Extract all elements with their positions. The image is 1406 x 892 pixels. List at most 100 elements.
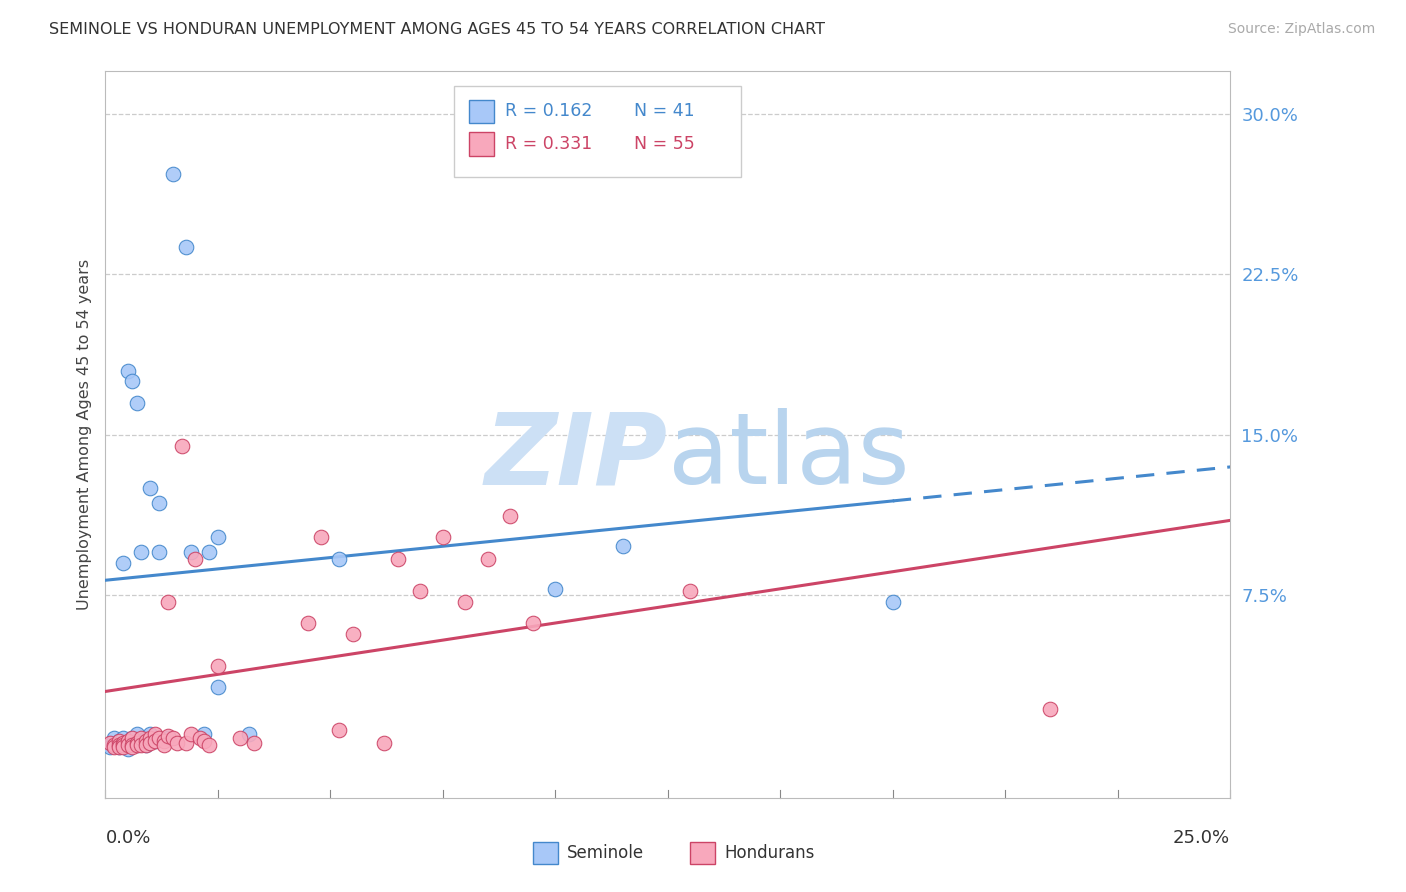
Point: [108, 733, 131, 747]
Point: [387, 552, 409, 566]
Point: [157, 729, 180, 743]
Point: [117, 738, 139, 752]
Point: [207, 531, 229, 545]
Point: [117, 742, 139, 756]
FancyBboxPatch shape: [454, 86, 741, 177]
Point: [180, 545, 202, 559]
Point: [125, 396, 148, 410]
Point: [131, 733, 153, 747]
Point: [117, 364, 139, 378]
Point: [297, 615, 319, 630]
Point: [162, 167, 184, 181]
Text: Source: ZipAtlas.com: Source: ZipAtlas.com: [1227, 22, 1375, 37]
Point: [162, 731, 184, 746]
Point: [153, 738, 176, 752]
Point: [135, 738, 157, 752]
Point: [131, 731, 153, 746]
Point: [679, 583, 702, 598]
Point: [112, 738, 135, 752]
Point: [499, 509, 522, 524]
Point: [135, 733, 157, 747]
Point: [125, 738, 148, 752]
Point: [131, 545, 153, 559]
Point: [409, 583, 432, 598]
Point: [112, 738, 135, 752]
Point: [153, 733, 176, 747]
Point: [238, 727, 260, 741]
Point: [432, 531, 454, 545]
Point: [180, 727, 202, 741]
Point: [112, 736, 135, 750]
Text: atlas: atlas: [668, 409, 910, 505]
Point: [108, 738, 131, 752]
Point: [148, 731, 170, 746]
Point: [143, 733, 166, 747]
Point: [207, 680, 229, 694]
Point: [544, 582, 567, 596]
Point: [477, 552, 499, 566]
Point: [139, 731, 162, 746]
Point: [188, 731, 211, 746]
Point: [328, 723, 350, 737]
Point: [139, 481, 162, 495]
Point: [108, 736, 131, 750]
Point: [198, 545, 221, 559]
Point: [112, 739, 135, 754]
Point: [170, 438, 193, 452]
Point: [121, 739, 143, 754]
Point: [103, 731, 125, 746]
Point: [117, 733, 139, 747]
Point: [98, 738, 121, 752]
FancyBboxPatch shape: [468, 132, 494, 156]
Point: [311, 531, 333, 545]
Point: [176, 240, 198, 254]
Point: [108, 733, 131, 747]
Point: [121, 736, 143, 750]
Point: [103, 739, 125, 754]
Text: N = 41: N = 41: [634, 103, 695, 120]
Point: [176, 736, 198, 750]
Text: SEMINOLE VS HONDURAN UNEMPLOYMENT AMONG AGES 45 TO 54 YEARS CORRELATION CHART: SEMINOLE VS HONDURAN UNEMPLOYMENT AMONG …: [49, 22, 825, 37]
Point: [612, 539, 634, 553]
Point: [157, 594, 180, 608]
Point: [243, 736, 266, 750]
Point: [184, 552, 207, 566]
Text: R = 0.162: R = 0.162: [505, 103, 592, 120]
Text: R = 0.331: R = 0.331: [505, 135, 592, 153]
Point: [103, 738, 125, 752]
Point: [328, 552, 350, 566]
Point: [121, 731, 143, 746]
Point: [112, 731, 135, 746]
Point: [125, 736, 148, 750]
Point: [121, 731, 143, 746]
Point: [131, 738, 153, 752]
Point: [198, 738, 221, 752]
Point: [207, 658, 229, 673]
Text: 0.0%: 0.0%: [105, 829, 150, 847]
Point: [112, 556, 135, 570]
Point: [103, 738, 125, 752]
Point: [108, 739, 131, 754]
Point: [148, 545, 170, 559]
Point: [193, 733, 215, 747]
Point: [121, 738, 143, 752]
Text: ZIP: ZIP: [485, 409, 668, 505]
Point: [117, 738, 139, 752]
Point: [135, 738, 157, 752]
Y-axis label: Unemployment Among Ages 45 to 54 years: Unemployment Among Ages 45 to 54 years: [76, 260, 91, 610]
Point: [342, 626, 364, 640]
Text: 25.0%: 25.0%: [1173, 829, 1230, 847]
Point: [148, 496, 170, 510]
Point: [157, 731, 180, 746]
FancyBboxPatch shape: [468, 100, 494, 123]
Point: [98, 739, 121, 754]
Point: [139, 736, 162, 750]
Point: [121, 375, 143, 389]
Point: [1039, 701, 1062, 715]
Point: [125, 738, 148, 752]
FancyBboxPatch shape: [690, 842, 716, 863]
Point: [108, 739, 131, 754]
Point: [522, 615, 544, 630]
Point: [143, 727, 166, 741]
Point: [143, 733, 166, 747]
